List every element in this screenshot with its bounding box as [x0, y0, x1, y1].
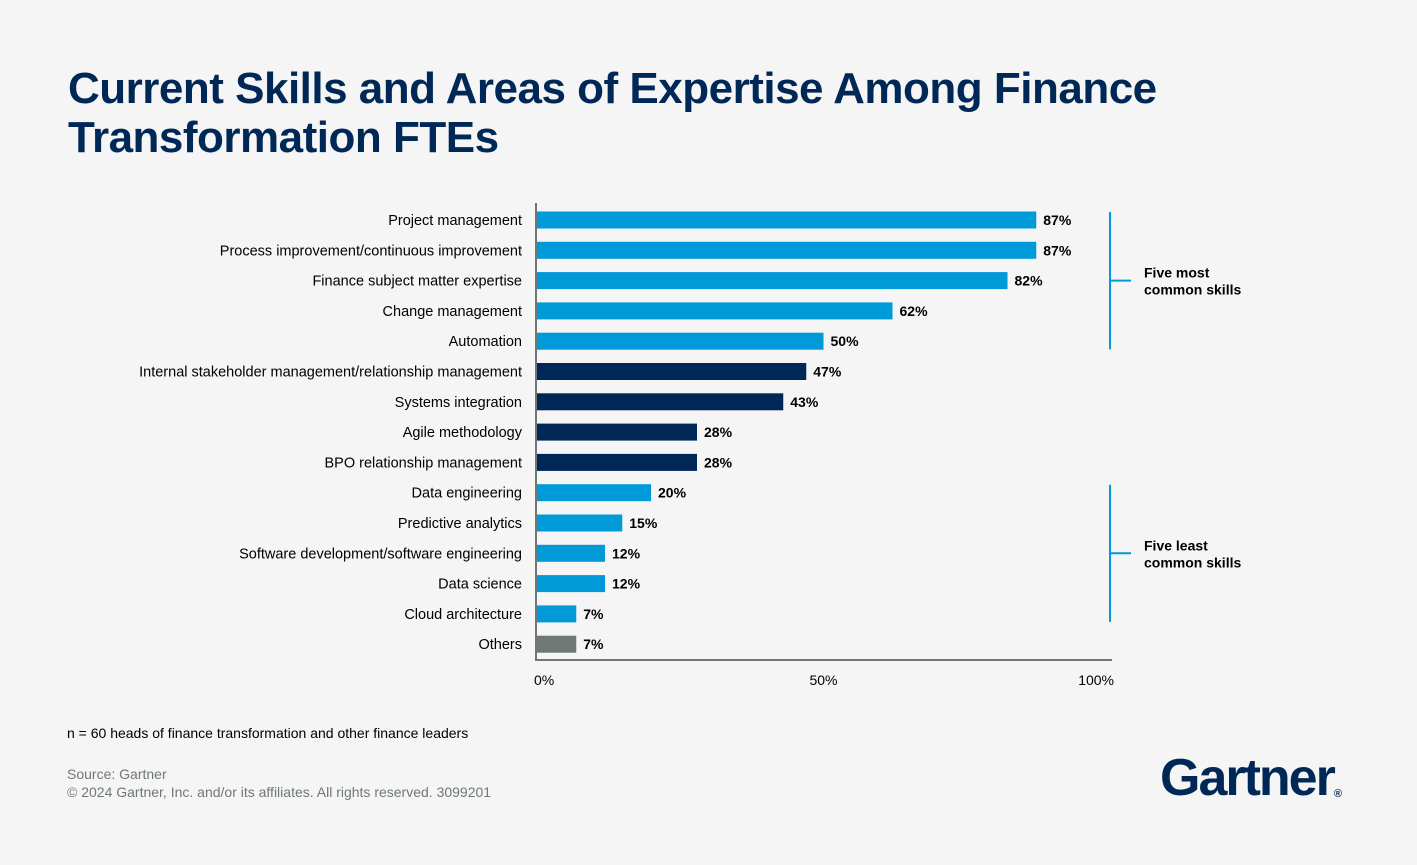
category-label: Systems integration	[395, 395, 522, 411]
category-label: Data engineering	[412, 486, 522, 502]
value-label: 12%	[612, 545, 641, 561]
value-label: 28%	[704, 424, 733, 440]
category-label: Predictive analytics	[398, 516, 522, 532]
category-label: Internal stakeholder management/relation…	[139, 365, 522, 381]
value-label: 47%	[813, 364, 842, 380]
bar	[536, 514, 623, 532]
value-label: 15%	[629, 515, 658, 531]
annotation-label: common skills	[1144, 282, 1241, 298]
bar	[536, 605, 577, 623]
value-label: 82%	[1015, 273, 1044, 289]
x-tick-label: 0%	[534, 672, 554, 688]
value-label: 28%	[704, 454, 733, 470]
bar	[536, 544, 605, 562]
bar	[536, 332, 824, 350]
bar	[536, 211, 1037, 229]
value-label: 50%	[831, 333, 860, 349]
bar	[536, 363, 807, 380]
bar	[536, 302, 893, 320]
value-label: 87%	[1043, 242, 1072, 258]
source-text: Source: Gartner	[67, 766, 167, 782]
category-label: Others	[478, 637, 522, 653]
annotation-label: common skills	[1144, 554, 1241, 570]
category-label: Change management	[383, 304, 522, 320]
logo-text: Gartner	[1160, 749, 1336, 807]
annotation-label: Five most	[1144, 265, 1210, 281]
value-label: 87%	[1043, 212, 1072, 228]
category-label: Data science	[438, 577, 522, 593]
category-label: Automation	[449, 334, 522, 350]
category-label: Cloud architecture	[404, 607, 522, 623]
bar	[536, 272, 1008, 290]
x-tick-label: 50%	[809, 672, 837, 688]
annotation-label: Five least	[1144, 537, 1208, 553]
chart-title: Current Skills and Areas of Expertise Am…	[68, 64, 1157, 162]
category-label: Project management	[388, 213, 522, 229]
category-label: Software development/software engineerin…	[239, 546, 522, 562]
value-label: 20%	[658, 485, 687, 501]
bar	[536, 393, 784, 411]
bar	[536, 241, 1037, 259]
category-label: Finance subject matter expertise	[312, 274, 522, 290]
value-label: 12%	[612, 576, 641, 592]
bar	[536, 484, 651, 502]
category-label: Process improvement/continuous improveme…	[220, 243, 522, 259]
value-label: 7%	[583, 606, 604, 622]
gartner-logo: Gartner®	[1160, 749, 1342, 807]
value-label: 7%	[583, 636, 604, 652]
category-label: Agile methodology	[403, 425, 523, 441]
sample-note: n = 60 heads of finance transformation a…	[67, 725, 469, 741]
value-label: 43%	[790, 394, 819, 410]
category-label: BPO relationship management	[325, 455, 522, 471]
bar	[536, 423, 697, 441]
bar	[536, 453, 697, 471]
copyright-text: © 2024 Gartner, Inc. and/or its affiliat…	[67, 784, 492, 800]
x-tick-label: 100%	[1078, 672, 1114, 688]
bar	[536, 635, 577, 653]
bar	[536, 575, 605, 593]
value-label: 62%	[900, 303, 929, 319]
